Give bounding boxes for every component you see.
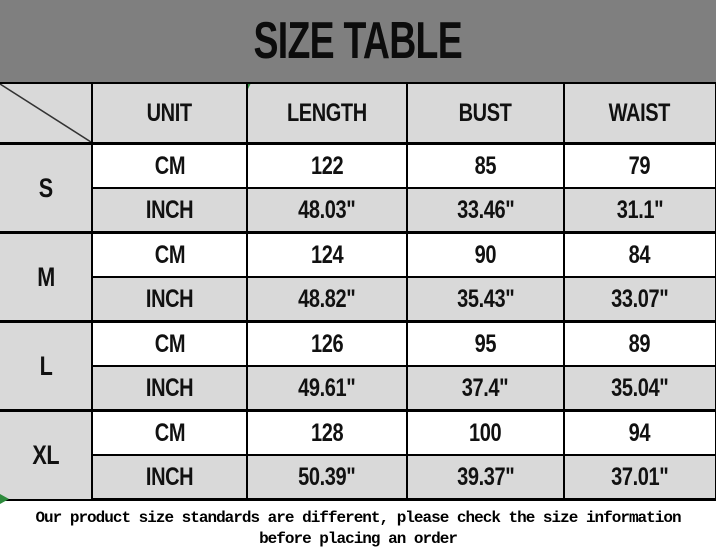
bust-value: 37.4" <box>406 365 565 412</box>
footer-line-2: before placing an order <box>259 530 458 548</box>
column-header-length: LENGTH <box>246 82 408 145</box>
bust-value: 33.46" <box>406 187 565 234</box>
title-band: SIZE TABLE <box>0 0 716 82</box>
length-value: 128 <box>246 409 408 456</box>
bust-value: 39.37" <box>406 454 565 501</box>
length-value: 124 <box>246 231 408 278</box>
size-table: UNIT LENGTH BUST WAIST S CM 122 85 79 IN… <box>0 82 716 501</box>
bust-value: 85 <box>406 142 565 189</box>
unit-cell: CM <box>91 320 248 367</box>
column-header-bust: BUST <box>406 82 565 145</box>
length-value: 48.03" <box>246 187 408 234</box>
unit-cell: CM <box>91 409 248 456</box>
table-row-m-cm: M CM 124 90 84 <box>0 231 716 323</box>
column-header-waist: WAIST <box>563 82 716 145</box>
size-label-l: L <box>0 320 93 412</box>
length-value: 126 <box>246 320 408 367</box>
bust-value: 100 <box>406 409 565 456</box>
waist-value: 84 <box>563 231 716 278</box>
bust-value: 95 <box>406 320 565 367</box>
unit-cell: INCH <box>91 454 248 501</box>
size-label-m: M <box>0 231 93 323</box>
table-row-l-inch: INCH 49.61" 37.4" 35.04" <box>0 365 716 412</box>
unit-cell: INCH <box>91 365 248 412</box>
footer-line-1: Our product size standards are different… <box>35 509 681 527</box>
bust-value: 35.43" <box>406 276 565 323</box>
table-row-s-cm: S CM 122 85 79 <box>0 142 716 234</box>
waist-value: 94 <box>563 409 716 456</box>
size-label-s: S <box>0 142 93 234</box>
table-row-xl-inch: INCH 50.39" 39.37" 37.01" <box>0 454 716 501</box>
length-value: 122 <box>246 142 408 189</box>
page-title: SIZE TABLE <box>253 12 463 70</box>
footer-note: Our product size standards are different… <box>0 494 716 552</box>
unit-cell: INCH <box>91 187 248 234</box>
table-row-m-inch: INCH 48.82" 35.43" 33.07" <box>0 276 716 323</box>
header-row: UNIT LENGTH BUST WAIST <box>0 82 716 145</box>
unit-cell: INCH <box>91 276 248 323</box>
diagonal-line-icon <box>0 84 90 141</box>
waist-value: 79 <box>563 142 716 189</box>
waist-value: 37.01" <box>563 454 716 501</box>
length-value: 50.39" <box>246 454 408 501</box>
waist-value: 33.07" <box>563 276 716 323</box>
length-value: 49.61" <box>246 365 408 412</box>
green-triangle-icon <box>0 494 9 504</box>
unit-cell: CM <box>91 142 248 189</box>
length-value: 48.82" <box>246 276 408 323</box>
table-row-xl-cm: XL CM 128 100 94 <box>0 409 716 501</box>
table-row-l-cm: L CM 126 95 89 <box>0 320 716 412</box>
unit-cell: CM <box>91 231 248 278</box>
waist-value: 89 <box>563 320 716 367</box>
waist-value: 35.04" <box>563 365 716 412</box>
green-triangle-icon <box>249 84 252 93</box>
column-header-unit: UNIT <box>91 82 248 145</box>
size-label-xl: XL <box>0 409 93 501</box>
table-row-s-inch: INCH 48.03" 33.46" 31.1" <box>0 187 716 234</box>
corner-cell <box>0 82 93 145</box>
waist-value: 31.1" <box>563 187 716 234</box>
bust-value: 90 <box>406 231 565 278</box>
